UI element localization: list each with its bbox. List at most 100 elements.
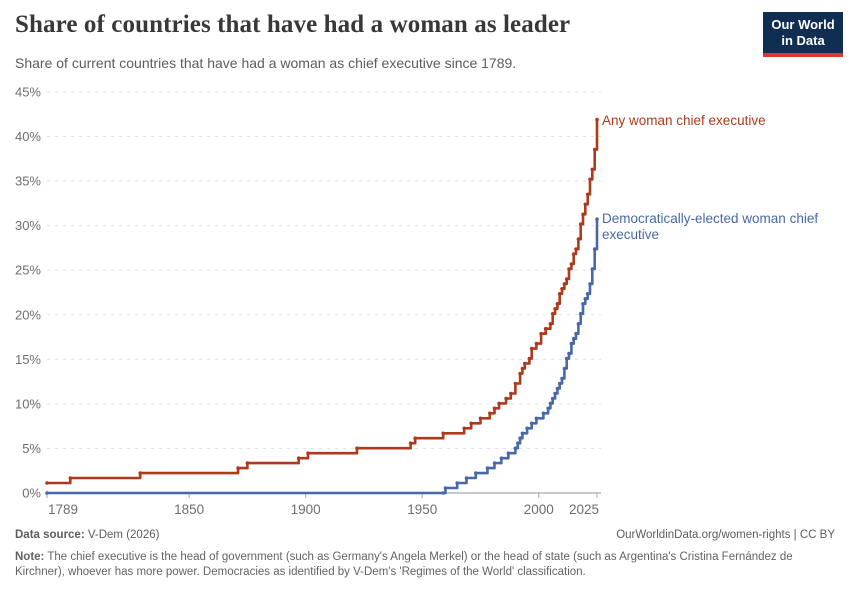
owid-logo: Our World in Data — [763, 12, 843, 57]
data-point-marker — [45, 491, 49, 495]
data-point-marker — [581, 302, 585, 306]
data-point-marker — [550, 396, 555, 401]
data-point-marker — [474, 471, 478, 475]
data-point-marker — [520, 431, 525, 436]
data-point-marker — [541, 411, 546, 416]
data-point-marker — [464, 476, 469, 480]
data-point-marker — [578, 222, 583, 226]
data-point-marker — [571, 252, 576, 256]
data-point-marker — [488, 411, 492, 416]
x-tick-label: 2000 — [524, 502, 554, 517]
data-point-marker — [548, 401, 553, 406]
data-point-marker — [595, 117, 599, 122]
series-end-label-democratically-elected[interactable]: Democratically-elected woman chief execu… — [602, 211, 819, 242]
data-point-marker — [583, 202, 588, 207]
data-point-marker — [574, 247, 578, 251]
data-point-marker — [441, 491, 446, 495]
y-tick-label: 0% — [22, 486, 41, 501]
data-source-value: V-Dem (2026) — [84, 529, 160, 541]
data-point-marker — [567, 351, 571, 356]
data-point-marker — [513, 381, 518, 386]
data-point-marker — [455, 481, 460, 485]
data-point-marker — [564, 356, 569, 361]
data-point-marker — [546, 406, 550, 411]
data-point-marker — [576, 322, 581, 326]
data-point-marker — [550, 312, 555, 316]
series-line-any-woman-chief-executive[interactable] — [47, 119, 599, 485]
data-point-marker — [560, 287, 564, 291]
data-point-marker — [595, 217, 599, 221]
data-point-marker — [553, 307, 557, 311]
data-point-marker — [306, 451, 310, 456]
data-point-marker — [499, 456, 504, 461]
data-point-marker — [68, 476, 73, 480]
footnote-label: Note: — [15, 551, 45, 563]
y-tick-label: 45% — [15, 85, 41, 100]
data-source-label: Data source: — [15, 529, 85, 541]
data-point-marker — [523, 361, 527, 366]
data-point-marker — [509, 391, 513, 396]
page-title: Share of countries that have had a woman… — [15, 11, 571, 38]
data-point-marker — [462, 426, 467, 431]
data-point-marker — [578, 312, 583, 316]
data-point-marker — [557, 381, 562, 386]
y-tick-label: 20% — [15, 307, 41, 322]
data-point-marker — [590, 267, 595, 271]
data-point-marker — [504, 396, 508, 401]
data-point-marker — [513, 446, 518, 451]
data-point-marker — [408, 441, 413, 446]
chart-subtitle: Share of current countries that have had… — [15, 55, 517, 71]
y-tick-label: 10% — [15, 396, 41, 411]
data-point-marker — [478, 416, 483, 421]
data-point-marker — [588, 177, 592, 182]
data-point-marker — [534, 416, 539, 421]
data-point-marker — [567, 267, 571, 271]
data-point-marker — [443, 486, 448, 490]
data-point-marker — [569, 341, 574, 346]
data-point-marker — [355, 446, 359, 451]
y-tick-label: 40% — [15, 129, 41, 144]
y-tick-label: 30% — [15, 218, 41, 233]
footnote: Note: The chief executive is the head of… — [15, 550, 810, 580]
data-point-marker — [592, 247, 597, 251]
data-point-marker — [585, 192, 590, 197]
data-point-marker — [516, 441, 520, 446]
data-point-marker — [557, 292, 562, 296]
footer-row: Data source: V-Dem (2026) OurWorldinData… — [15, 529, 835, 541]
x-tick-label: 2025 — [569, 502, 599, 517]
data-point-marker — [236, 466, 240, 470]
data-point-marker — [569, 262, 574, 266]
data-point-marker — [529, 346, 534, 351]
data-point-marker — [245, 461, 250, 465]
data-point-marker — [592, 147, 597, 152]
data-point-marker — [553, 391, 557, 396]
data-point-marker — [562, 366, 567, 371]
y-tick-label: 35% — [15, 174, 41, 189]
data-point-marker — [506, 451, 511, 456]
y-tick-label: 15% — [15, 352, 41, 367]
data-point-marker — [529, 421, 534, 426]
data-point-marker — [413, 436, 418, 441]
data-point-marker — [525, 426, 529, 431]
data-point-marker — [555, 386, 560, 391]
data-point-marker — [560, 376, 564, 381]
y-tick-label: 25% — [15, 263, 41, 278]
data-source: Data source: V-Dem (2026) — [15, 529, 159, 541]
attribution-link[interactable]: OurWorldinData.org/women-rights | CC BY — [616, 529, 835, 541]
data-point-marker — [518, 436, 522, 441]
data-point-marker — [574, 331, 578, 336]
data-point-marker — [555, 302, 560, 306]
owid-logo-line1: Our World — [771, 17, 835, 32]
data-point-marker — [296, 456, 301, 461]
data-point-marker — [520, 366, 525, 371]
data-point-marker — [562, 282, 567, 286]
data-point-marker — [581, 212, 585, 217]
series-end-label-any-woman[interactable]: Any woman chief executive — [602, 113, 766, 128]
data-point-marker — [485, 466, 490, 470]
owid-logo-line2: in Data — [781, 32, 825, 48]
data-point-marker — [527, 356, 532, 361]
data-point-marker — [534, 341, 539, 346]
data-point-marker — [588, 282, 592, 286]
